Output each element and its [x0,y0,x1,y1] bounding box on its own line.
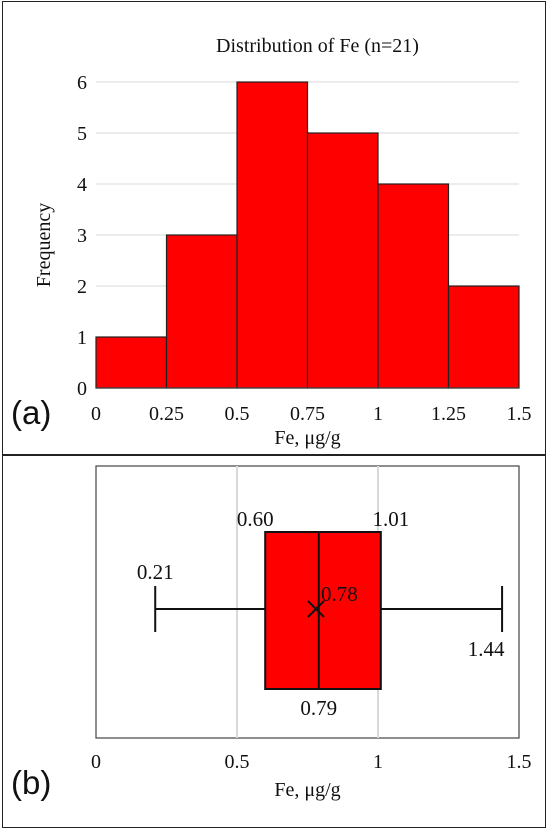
histogram-x-tick-label: 0 [91,403,101,425]
histogram-x-tick-label: 0.25 [149,403,184,425]
histogram-y-tick-label: 1 [77,327,87,349]
histogram-y-tick-label: 2 [77,276,87,298]
histogram-y-tick-label: 6 [77,72,87,94]
histogram-bar [236,81,309,389]
histogram-bar [165,234,238,389]
boxplot-q1-label: 0.60 [237,507,274,531]
histogram-bar [447,285,520,389]
boxplot-min-label: 0.21 [137,560,174,584]
histogram-y-tick-label: 5 [77,123,87,145]
boxplot-q3-label: 1.01 [372,507,409,531]
boxplot-x-tick-label: 0.5 [225,751,250,773]
boxplot-x-axis-label: Fe, μg/g [274,779,340,801]
boxplot-x-tick-label: 0 [91,751,101,773]
boxplot-box [264,531,382,690]
boxplot-x-tick-labels: 0 0.5 1 1.5 [91,751,532,773]
histogram-panel: 0 1 2 3 4 5 6 0 0.25 0.5 0.75 1 1.25 1.5 Distributio… [2,1,546,455]
histogram-y-tick-label: 3 [77,225,87,247]
histogram-y-tick-label: 0 [77,378,87,400]
histogram-title: Distribution of Fe (n=21) [216,35,419,57]
histogram-x-tick-label: 0.5 [225,403,250,425]
histogram-y-tick-label: 4 [77,174,87,196]
histogram-x-tick-label: 1.25 [431,403,466,425]
histogram-x-tick-label: 1.5 [507,403,532,425]
boxplot-mean-label: 0.78 [321,582,358,606]
histogram-bar [95,336,168,389]
histogram-y-axis-label: Frequency [33,203,55,287]
histogram-x-tick-labels: 0 0.25 0.5 0.75 1 1.25 1.5 [91,403,532,425]
boxplot-x-tick-label: 1.5 [507,751,532,773]
histogram-chart: 0 1 2 3 4 5 6 0 0.25 0.5 0.75 1 1.25 1.5 Distributio… [33,35,532,449]
histogram-x-tick-label: 0.75 [290,403,325,425]
histogram-x-tick-label: 1 [373,403,383,425]
boxplot-max-label: 1.44 [468,637,505,661]
panel-label-a: (a) [11,394,52,431]
boxplot-chart: 0.60 1.01 0.21 0.78 1.44 0.79 0 0.5 1 1.5 F… [91,465,532,801]
histogram-bar [306,132,379,389]
boxplot-mean-marker [307,600,325,618]
boxplot-x-tick-label: 1 [373,751,383,773]
histogram-bar [377,183,450,389]
boxplot-panel: 0.60 1.01 0.21 0.78 1.44 0.79 0 0.5 1 1.5 F… [2,455,546,828]
panel-label-b: (b) [11,764,52,801]
histogram-x-axis-label: Fe, μg/g [274,427,340,449]
boxplot-plot-frame [95,465,520,739]
boxplot-median-label: 0.79 [300,696,337,720]
histogram-y-tick-labels: 0 1 2 3 4 5 6 [77,72,87,400]
histogram-bars [95,81,520,389]
